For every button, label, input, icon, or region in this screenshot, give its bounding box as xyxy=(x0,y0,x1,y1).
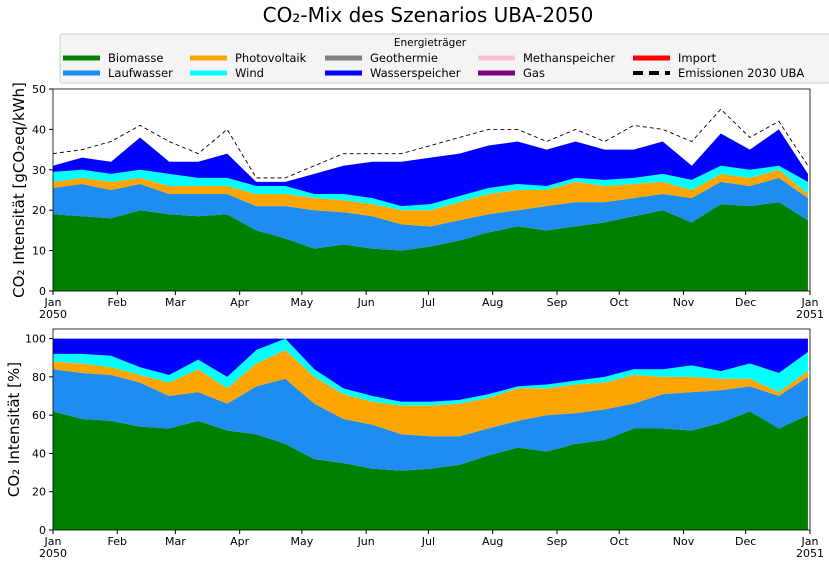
chart-title: CO₂-Mix des Szenarios UBA-2050 xyxy=(263,3,594,27)
area xyxy=(53,177,808,251)
area xyxy=(53,165,808,211)
area xyxy=(53,369,808,471)
legend-box xyxy=(59,33,829,84)
x-tick-label: Sep xyxy=(547,535,568,548)
y-axis-label: CO₂ Intensität [%] xyxy=(5,362,23,497)
x-tick-label: Aug xyxy=(482,296,503,309)
x-tick-label: Nov xyxy=(673,535,695,548)
x-tick-label: Jun xyxy=(357,296,375,309)
x-tick-label: Jan 2050 xyxy=(39,535,67,560)
area xyxy=(53,129,808,207)
legend-title: Energieträger xyxy=(394,37,467,49)
x-tick-label: Mar xyxy=(165,296,186,309)
x-tick-label: Dec xyxy=(735,535,756,548)
y-axis-label: CO₂ Intensität [gCO₂eq/kWh] xyxy=(10,82,28,298)
x-tick-label: Sep xyxy=(547,296,568,309)
y-tick-label: 0 xyxy=(39,285,46,298)
area xyxy=(53,350,808,437)
y-tick-label: 0 xyxy=(39,524,46,537)
x-tick-label: Oct xyxy=(610,535,630,548)
y-tick-label: 30 xyxy=(32,164,46,177)
legend-label: Laufwasser xyxy=(108,66,173,80)
y-tick-label: 60 xyxy=(32,409,46,422)
x-tick-label: Feb xyxy=(108,296,127,309)
x-tick-label: Feb xyxy=(108,535,127,548)
x-tick-label: May xyxy=(291,296,314,309)
legend-label: Wasserspeicher xyxy=(370,66,461,80)
y-tick-label: 40 xyxy=(32,447,46,460)
x-tick-label: Dec xyxy=(735,296,756,309)
legend-label: Emissionen 2030 UBA xyxy=(678,66,804,80)
x-tick-label: Jan 2051 xyxy=(796,535,824,560)
x-tick-label: Jan 2051 xyxy=(796,296,824,321)
emission-line xyxy=(52,108,809,179)
area xyxy=(53,338,808,406)
y-tick-label: 10 xyxy=(32,245,46,258)
plot-frame xyxy=(52,328,811,531)
area xyxy=(53,169,808,227)
plot-frame xyxy=(52,88,811,292)
legend-label: Wind xyxy=(235,66,264,80)
x-tick-label: Jul xyxy=(421,296,435,309)
x-tick-label: Mar xyxy=(165,535,186,548)
legend-label: Gas xyxy=(523,66,545,80)
x-tick-label: Jul xyxy=(421,535,435,548)
y-tick-label: 100 xyxy=(25,333,46,346)
legend-label: Methanspeicher xyxy=(523,51,615,65)
x-tick-label: Apr xyxy=(230,535,250,548)
x-tick-label: Jan 2050 xyxy=(39,296,67,321)
y-tick-label: 50 xyxy=(32,83,46,96)
legend-label: Import xyxy=(678,51,717,65)
x-tick-label: Nov xyxy=(673,296,695,309)
area xyxy=(53,338,808,402)
legend-label: Biomasse xyxy=(108,51,163,65)
x-tick-label: Jun xyxy=(357,535,375,548)
y-tick-label: 80 xyxy=(32,371,46,384)
legend-label: Photovoltaik xyxy=(235,51,307,65)
y-tick-label: 20 xyxy=(32,486,46,499)
x-tick-label: Oct xyxy=(610,296,630,309)
y-tick-label: 40 xyxy=(32,123,46,136)
area xyxy=(53,411,808,530)
x-tick-label: May xyxy=(291,535,314,548)
legend-label: Geothermie xyxy=(370,51,438,65)
x-tick-label: Aug xyxy=(482,535,503,548)
y-tick-label: 20 xyxy=(32,204,46,217)
x-tick-label: Apr xyxy=(230,296,250,309)
